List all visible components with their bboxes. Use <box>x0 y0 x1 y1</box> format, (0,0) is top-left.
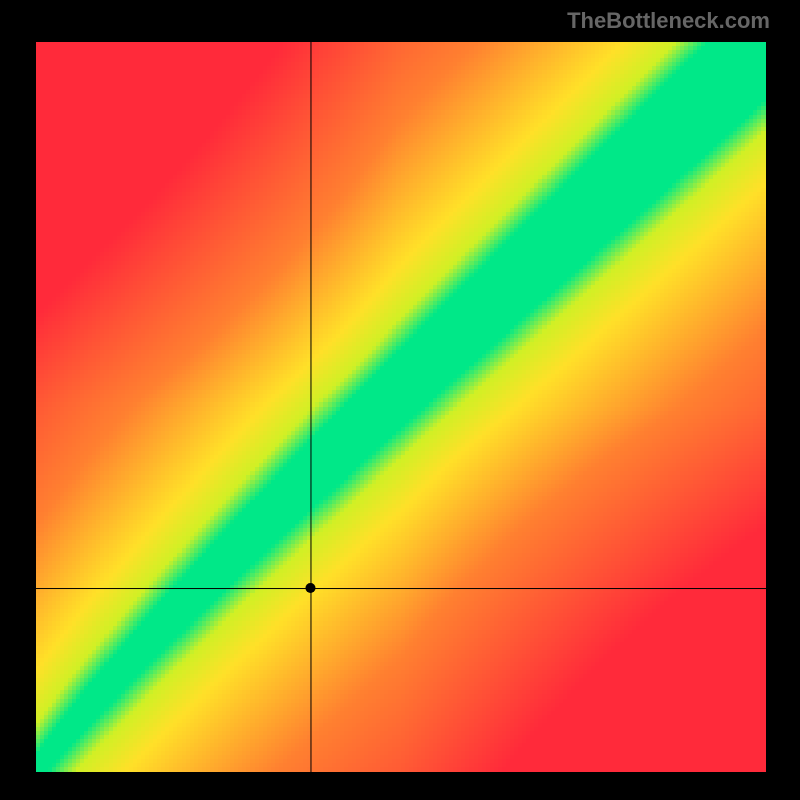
chart-container: TheBottleneck.com <box>0 0 800 800</box>
attribution-text: TheBottleneck.com <box>567 8 770 34</box>
heatmap-canvas <box>36 42 766 772</box>
bottleneck-heatmap <box>36 42 766 772</box>
